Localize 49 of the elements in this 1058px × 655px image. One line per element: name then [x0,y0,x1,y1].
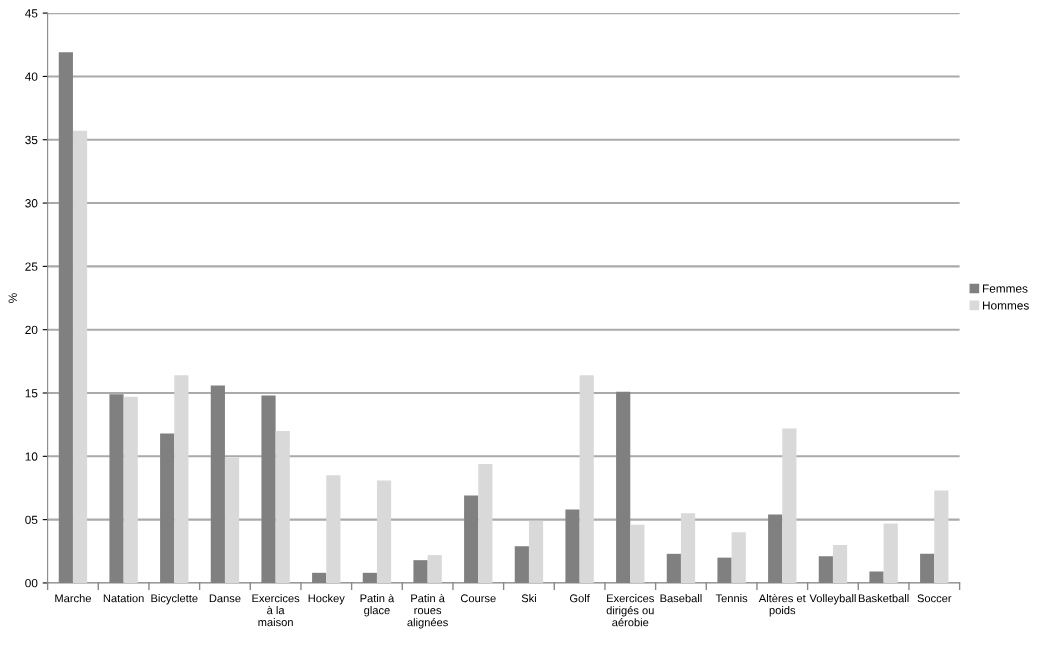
x-tick-label: Exercices à la maison [252,594,300,627]
y-tick-label: 00 [25,578,38,588]
bar [883,523,898,583]
x-tick-label: Natation [103,594,144,603]
x-tick-label: Patin à roues alignées [407,593,448,629]
y-tick-label: 35 [25,135,38,145]
x-tick-label: Volleyball [809,594,856,605]
y-tick-label: 25 [25,262,38,271]
bar [275,430,290,583]
bar [579,375,594,583]
legend-label: Femmes [983,284,1028,293]
x-tick-label: Exercices dirigés ou aérobie [606,594,654,627]
x-tick-label: Tennis [715,594,748,603]
bar [427,555,442,583]
x-tick-label: Baseball [660,594,702,603]
bar [832,544,848,583]
legend-label: Hommes [983,301,1029,310]
bar [174,375,189,583]
bar [934,490,949,583]
x-tick-label: Danse [209,594,241,603]
y-tick-label: 05 [25,515,38,525]
y-axis-title: % [8,293,17,303]
y-tick-label: 15 [25,389,38,398]
y-tick-label: 20 [25,325,38,335]
bar [782,428,797,583]
bar [630,524,645,583]
x-tick-label: Golf [569,594,590,603]
x-tick-label: Bicyclette [151,594,198,605]
bar [224,457,240,583]
x-tick-label: Marche [55,594,91,603]
bar [376,480,392,583]
bar [731,532,746,583]
y-tick-label: 30 [25,199,38,208]
bar [680,513,696,583]
x-tick-label: Ski [521,594,536,603]
bar [326,475,341,583]
x-tick-label: Soccer [917,594,952,603]
x-tick-label: Hockey [308,594,345,605]
x-tick-label: Course [460,594,496,603]
x-tick-label: Altères et poids [758,593,806,617]
bar [123,396,138,583]
y-tick-label: 40 [25,72,38,81]
bar [72,130,88,583]
y-tick-label: 45 [25,9,38,18]
bar [528,520,544,583]
y-tick-label: 10 [25,452,38,461]
x-tick-label: Basketball [858,594,909,603]
x-tick-label: Patin à glace [360,593,395,617]
bar [478,463,493,583]
